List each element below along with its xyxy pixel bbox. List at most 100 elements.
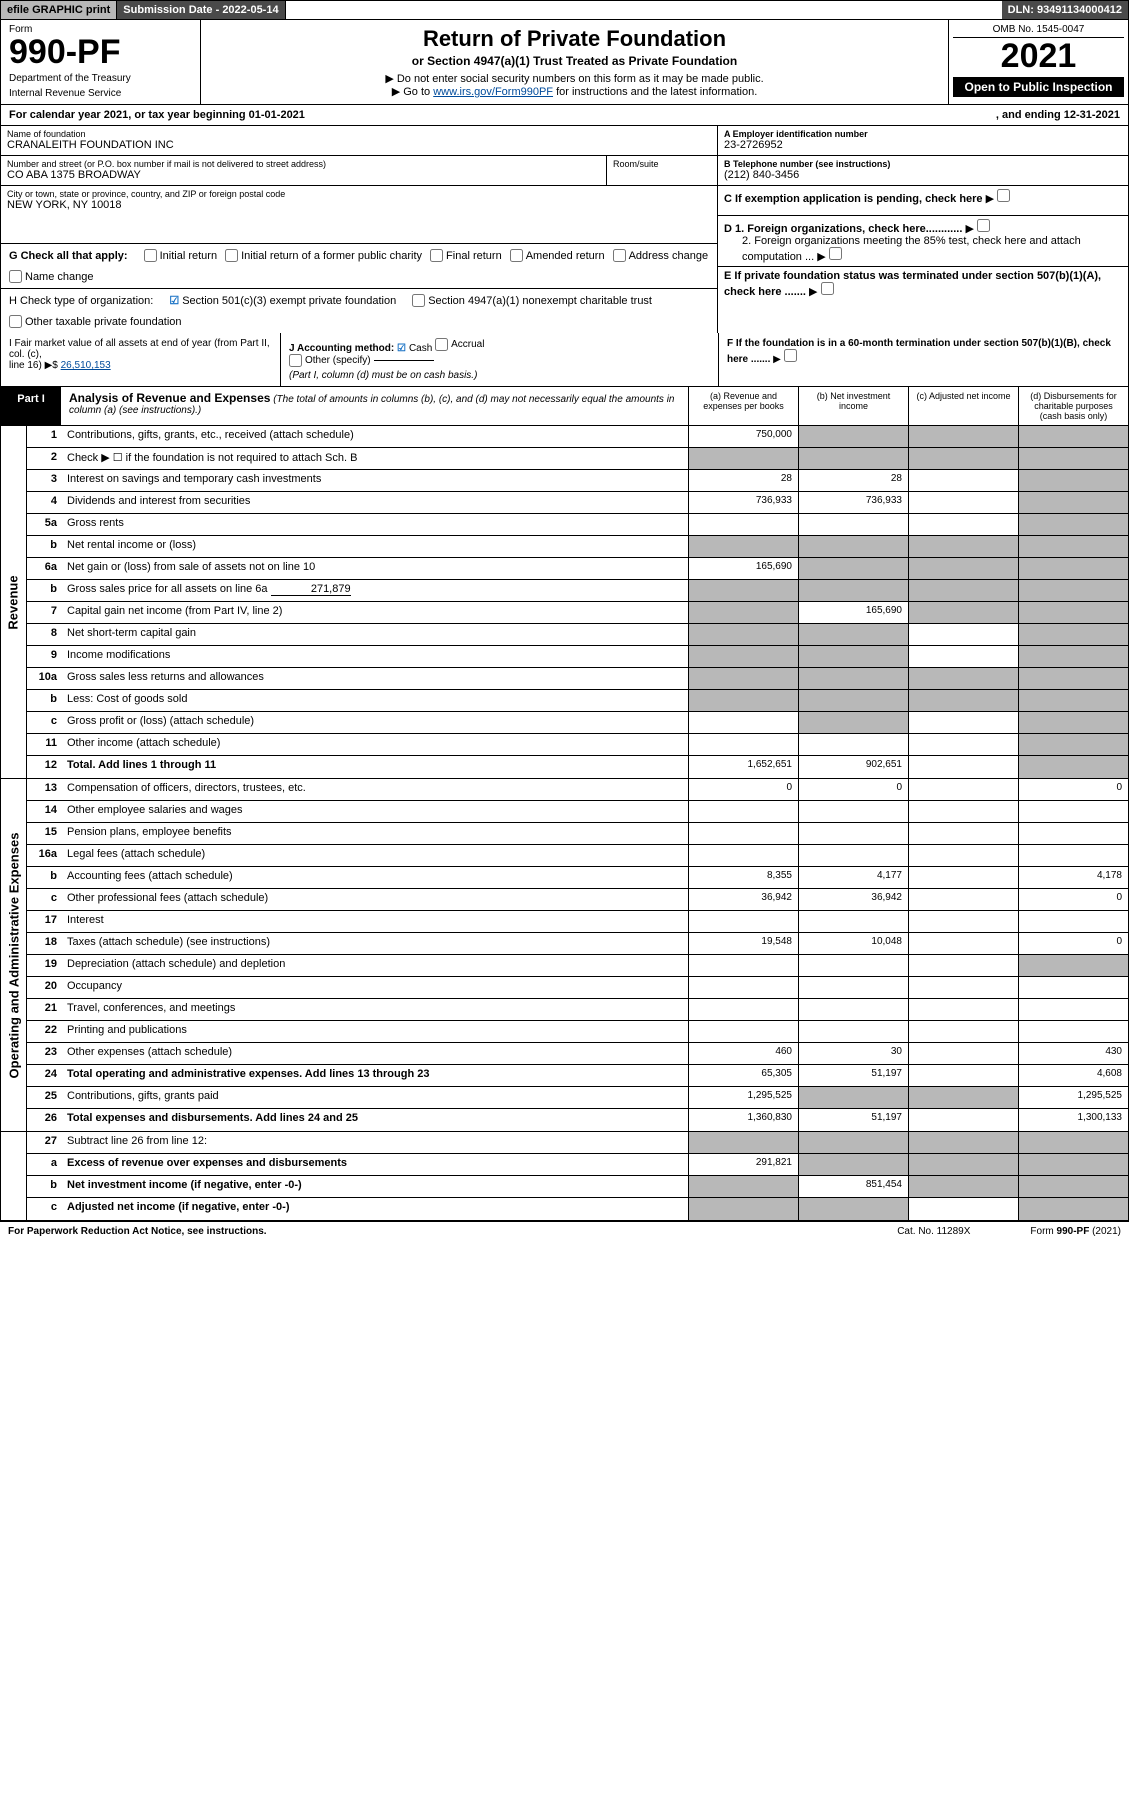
ein-value: 23-2726952 xyxy=(724,139,1122,151)
cb-accrual[interactable]: Accrual xyxy=(435,338,484,351)
line-number: a xyxy=(27,1154,61,1175)
note2-pre: ▶ Go to xyxy=(392,86,433,98)
line-desc: Contributions, gifts, grants, etc., rece… xyxy=(61,426,688,447)
cb-cash[interactable]: ☑ Cash xyxy=(397,343,432,354)
col-b-value: 736,933 xyxy=(798,492,908,513)
col-a-value xyxy=(688,845,798,866)
cb-exemption-pending[interactable] xyxy=(997,189,1010,202)
city-cell: City or town, state or province, country… xyxy=(1,186,717,244)
table-row: 23 Other expenses (attach schedule) 460 … xyxy=(27,1043,1128,1065)
col-b-value xyxy=(798,1198,908,1220)
open-inspection: Open to Public Inspection xyxy=(953,77,1124,97)
col-c-value xyxy=(908,690,1018,711)
line-number: 6a xyxy=(27,558,61,579)
col-b-value xyxy=(798,801,908,822)
i-text2: line 16) ▶$ xyxy=(9,360,61,371)
col-d-value xyxy=(1018,1021,1128,1042)
cb-final-return[interactable]: Final return xyxy=(430,249,502,262)
line-number: 13 xyxy=(27,779,61,800)
cb-other-taxable[interactable]: Other taxable private foundation xyxy=(9,315,182,328)
cal-end: , and ending 12-31-2021 xyxy=(996,109,1120,121)
table-row: 6a Net gain or (loss) from sale of asset… xyxy=(27,558,1128,580)
col-a-value: 0 xyxy=(688,779,798,800)
line-desc: Printing and publications xyxy=(61,1021,688,1042)
line-desc: Accounting fees (attach schedule) xyxy=(61,867,688,888)
line-desc: Other income (attach schedule) xyxy=(61,734,688,755)
col-d-value xyxy=(1018,558,1128,579)
col-a-value xyxy=(688,823,798,844)
form-number: 990-PF xyxy=(9,35,192,69)
cb-4947a1[interactable]: Section 4947(a)(1) nonexempt charitable … xyxy=(412,294,652,307)
col-b-value xyxy=(798,426,908,447)
cb-address-change[interactable]: Address change xyxy=(613,249,709,262)
col-c-value xyxy=(908,1043,1018,1064)
addr-cell: Number and street (or P.O. box number if… xyxy=(1,156,607,186)
cb-foreign-org[interactable] xyxy=(977,219,990,232)
col-d-value: 430 xyxy=(1018,1043,1128,1064)
table-row: 10a Gross sales less returns and allowan… xyxy=(27,668,1128,690)
col-d-value xyxy=(1018,1198,1128,1220)
cb-60month[interactable] xyxy=(784,349,797,362)
col-c-value xyxy=(908,1176,1018,1197)
table-row: 16a Legal fees (attach schedule) xyxy=(27,845,1128,867)
line-desc: Total operating and administrative expen… xyxy=(61,1065,688,1086)
col-d-value xyxy=(1018,845,1128,866)
line-desc: Other professional fees (attach schedule… xyxy=(61,889,688,910)
phone-cell: B Telephone number (see instructions) (2… xyxy=(718,156,1128,186)
table-row: 19 Depreciation (attach schedule) and de… xyxy=(27,955,1128,977)
line-number: 12 xyxy=(27,756,61,778)
cal-begin: For calendar year 2021, or tax year begi… xyxy=(9,109,996,121)
col-d-value xyxy=(1018,1176,1128,1197)
cb-status-terminated[interactable] xyxy=(821,282,834,295)
dept-treasury: Department of the Treasury xyxy=(9,73,192,84)
top-bar: efile GRAPHIC print Submission Date - 20… xyxy=(0,0,1129,20)
col-a-value: 165,690 xyxy=(688,558,798,579)
cb-initial-return[interactable]: Initial return xyxy=(144,249,217,262)
info-grid: Name of foundation CRANALEITH FOUNDATION… xyxy=(0,126,1129,333)
cb-501c3[interactable]: ☑ Section 501(c)(3) exempt private found… xyxy=(169,294,396,307)
table-row: 7 Capital gain net income (from Part IV,… xyxy=(27,602,1128,624)
col-c-value xyxy=(908,933,1018,954)
opex-rows: 13 Compensation of officers, directors, … xyxy=(27,779,1128,1131)
line-desc: Taxes (attach schedule) (see instruction… xyxy=(61,933,688,954)
cb-amended-return[interactable]: Amended return xyxy=(510,249,605,262)
col-c-value xyxy=(908,1132,1018,1153)
col-a-value: 736,933 xyxy=(688,492,798,513)
table-row: 1 Contributions, gifts, grants, etc., re… xyxy=(27,426,1128,448)
line-desc: Interest xyxy=(61,911,688,932)
cb-initial-former[interactable]: Initial return of a former public charit… xyxy=(225,249,422,262)
table-row: b Net investment income (if negative, en… xyxy=(27,1176,1128,1198)
line-desc: Occupancy xyxy=(61,977,688,998)
line-number: 22 xyxy=(27,1021,61,1042)
instructions-link[interactable]: www.irs.gov/Form990PF xyxy=(433,86,553,98)
f-cell: F If the foundation is in a 60-month ter… xyxy=(718,333,1128,386)
line-desc: Dividends and interest from securities xyxy=(61,492,688,513)
col-b-value xyxy=(798,999,908,1020)
j-note: (Part I, column (d) must be on cash basi… xyxy=(289,370,710,381)
form-title: Return of Private Foundation xyxy=(211,26,938,52)
cb-other-method[interactable]: Other (specify) xyxy=(289,354,434,367)
cb-85pct-test[interactable] xyxy=(829,247,842,260)
col-b-value xyxy=(798,1087,908,1108)
col-a-value: 1,295,525 xyxy=(688,1087,798,1108)
footer-mid: Cat. No. 11289X xyxy=(897,1226,970,1237)
col-c-value xyxy=(908,977,1018,998)
col-d-value: 1,295,525 xyxy=(1018,1087,1128,1108)
note2-post: for instructions and the latest informat… xyxy=(553,86,757,98)
line-desc: Gross profit or (loss) (attach schedule) xyxy=(61,712,688,733)
col-b-head: (b) Net investment income xyxy=(798,387,908,425)
line-number: 5a xyxy=(27,514,61,535)
col-c-value xyxy=(908,734,1018,755)
d-cell: D 1. Foreign organizations, check here..… xyxy=(718,216,1128,267)
cb-name-change[interactable]: Name change xyxy=(9,270,94,283)
col-d-value xyxy=(1018,756,1128,778)
name-cell: Name of foundation CRANALEITH FOUNDATION… xyxy=(1,126,717,156)
col-b-value: 51,197 xyxy=(798,1065,908,1086)
col-c-value xyxy=(908,1198,1018,1220)
col-a-value: 65,305 xyxy=(688,1065,798,1086)
line-desc: Income modifications xyxy=(61,646,688,667)
col-b-value: 51,197 xyxy=(798,1109,908,1131)
col-c-value xyxy=(908,602,1018,623)
col-c-value xyxy=(908,470,1018,491)
line-number: 23 xyxy=(27,1043,61,1064)
